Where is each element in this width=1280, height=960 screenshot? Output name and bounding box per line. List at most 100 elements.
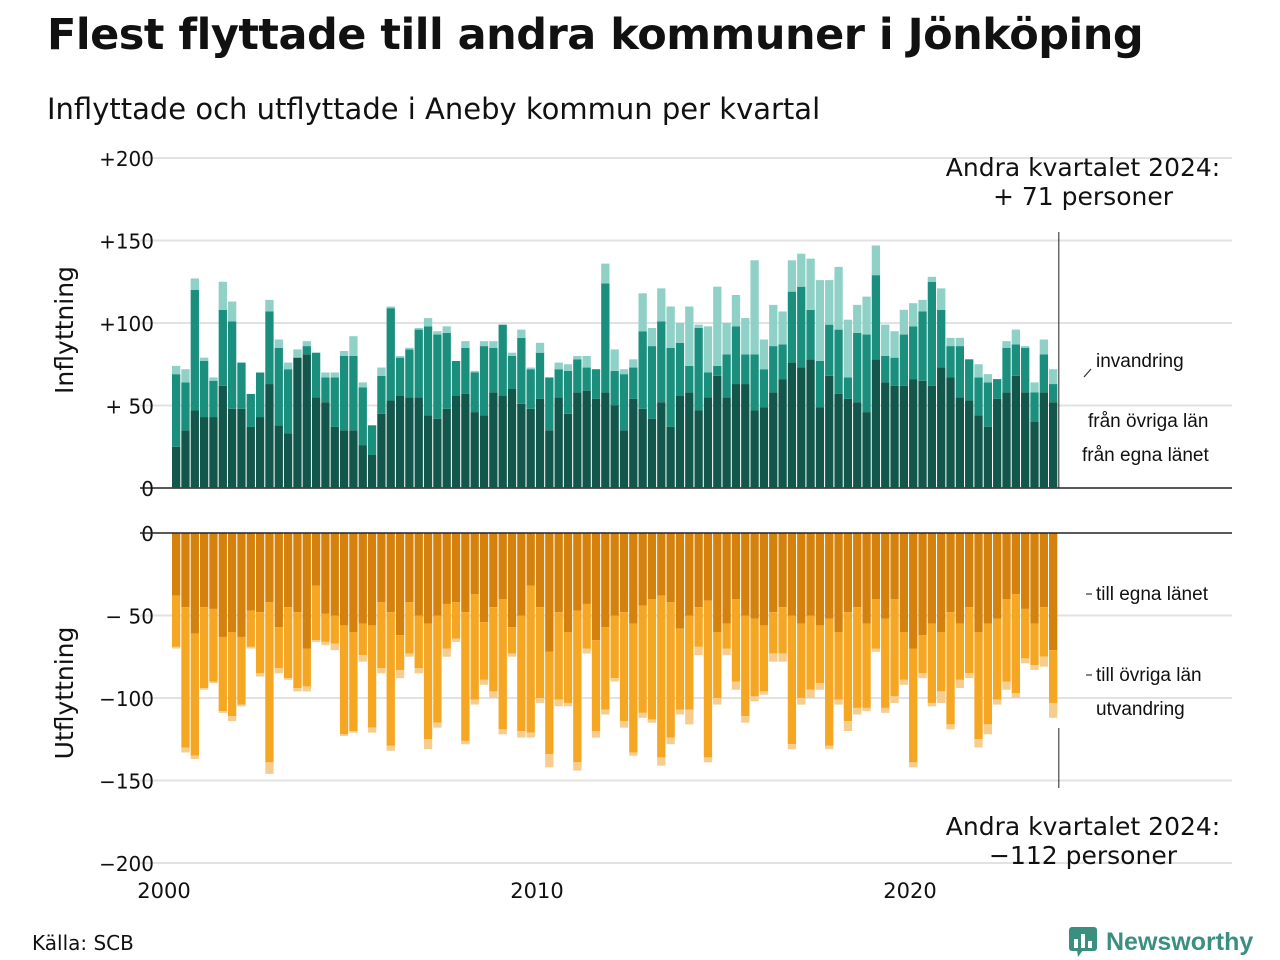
bar-utflyttning xyxy=(470,533,479,595)
bar-inflyttning xyxy=(442,332,451,409)
bar-utflyttning xyxy=(1021,608,1030,659)
bar-utflyttning xyxy=(1030,533,1039,624)
bar-inflyttning xyxy=(722,323,731,355)
bar-utflyttning xyxy=(311,585,321,641)
bar-inflyttning xyxy=(1049,384,1058,403)
bar-inflyttning xyxy=(759,407,769,488)
bar-utflyttning xyxy=(993,699,1002,705)
bar-inflyttning xyxy=(890,385,899,488)
bar-utflyttning xyxy=(414,668,423,674)
bar-inflyttning xyxy=(1030,392,1039,422)
bar-inflyttning xyxy=(871,275,881,360)
bar-inflyttning xyxy=(666,306,675,348)
bar-inflyttning xyxy=(629,398,638,488)
bar-inflyttning xyxy=(881,382,890,488)
bar-inflyttning xyxy=(367,425,377,455)
bar-utflyttning xyxy=(731,681,741,690)
newsworthy-logo-icon xyxy=(1069,927,1097,957)
bar-inflyttning xyxy=(302,354,311,488)
bar-inflyttning xyxy=(507,352,517,356)
bar-inflyttning xyxy=(1011,329,1020,345)
bar-utflyttning xyxy=(302,533,311,649)
bar-utflyttning xyxy=(675,533,685,629)
bar-inflyttning xyxy=(787,362,797,488)
bar-inflyttning xyxy=(759,339,769,370)
bar-utflyttning xyxy=(461,612,470,741)
bar-utflyttning xyxy=(955,533,965,624)
bar-inflyttning xyxy=(1039,392,1048,488)
bar-utflyttning xyxy=(946,724,955,730)
bar-utflyttning xyxy=(918,635,927,674)
bar-utflyttning xyxy=(1011,594,1020,694)
bar-utflyttning xyxy=(582,533,591,604)
bar-utflyttning xyxy=(955,679,965,689)
bar-inflyttning xyxy=(265,384,274,488)
bar-inflyttning xyxy=(405,397,414,488)
bar-utflyttning xyxy=(358,623,367,656)
bar-utflyttning xyxy=(582,603,591,649)
bar-utflyttning xyxy=(619,612,629,722)
bar-inflyttning xyxy=(1002,347,1011,393)
bar-utflyttning xyxy=(414,615,423,669)
bar-inflyttning xyxy=(218,309,227,386)
bar-utflyttning xyxy=(741,533,750,616)
bar-inflyttning xyxy=(778,379,787,488)
bar-inflyttning xyxy=(834,393,843,488)
bar-utflyttning xyxy=(610,678,619,682)
bar-inflyttning xyxy=(218,385,227,488)
bar-utflyttning xyxy=(190,533,199,634)
bar-inflyttning xyxy=(479,341,489,347)
bar-inflyttning xyxy=(610,405,619,488)
bar-utflyttning xyxy=(433,615,442,723)
newsworthy-logo[interactable]: Newsworthy xyxy=(1068,926,1253,958)
bar-utflyttning xyxy=(974,632,983,740)
bar-utflyttning xyxy=(825,618,834,746)
bar-utflyttning xyxy=(871,533,881,599)
bar-utflyttning xyxy=(993,533,1002,619)
bar-utflyttning xyxy=(610,533,619,616)
bar-utflyttning xyxy=(563,533,573,632)
bar-inflyttning xyxy=(638,408,647,488)
bar-inflyttning xyxy=(451,395,461,488)
bar-inflyttning xyxy=(993,398,1002,488)
bar-inflyttning xyxy=(731,384,741,488)
bar-utflyttning xyxy=(386,745,395,751)
bar-inflyttning xyxy=(554,362,563,370)
bar-utflyttning xyxy=(825,533,834,619)
bar-utflyttning xyxy=(778,607,787,654)
bar-inflyttning xyxy=(974,415,983,488)
bar-inflyttning xyxy=(395,395,405,488)
bar-inflyttning xyxy=(414,329,423,398)
bar-inflyttning xyxy=(209,377,218,381)
bar-utflyttning xyxy=(442,533,451,604)
bar-inflyttning xyxy=(591,398,601,488)
bar-inflyttning xyxy=(339,351,349,356)
bar-inflyttning xyxy=(657,321,666,403)
bar-utflyttning xyxy=(386,612,395,746)
bar-inflyttning xyxy=(862,334,871,413)
bar-utflyttning xyxy=(1002,533,1011,599)
bar-inflyttning xyxy=(181,430,190,488)
bar-utflyttning xyxy=(498,533,507,599)
bar-utflyttning xyxy=(993,618,1002,700)
bar-utflyttning xyxy=(946,612,955,725)
bar-utflyttning xyxy=(778,653,787,662)
bar-inflyttning xyxy=(330,372,339,378)
bar-utflyttning xyxy=(293,533,302,613)
bar-inflyttning xyxy=(1049,402,1058,488)
bar-utflyttning xyxy=(722,533,731,624)
bar-utflyttning xyxy=(694,533,703,608)
bar-inflyttning xyxy=(442,326,451,333)
bar-inflyttning xyxy=(386,400,395,488)
y-axis-title: Utflyttning xyxy=(50,627,79,760)
bar-utflyttning xyxy=(787,615,797,745)
bar-utflyttning xyxy=(535,533,545,608)
bar-inflyttning xyxy=(1021,392,1030,488)
bar-inflyttning xyxy=(507,356,517,389)
bar-utflyttning xyxy=(983,623,993,725)
bar-inflyttning xyxy=(750,410,759,488)
bar-inflyttning xyxy=(993,379,1002,399)
bar-utflyttning xyxy=(769,533,778,613)
bar-utflyttning xyxy=(965,607,974,674)
bar-utflyttning xyxy=(573,533,582,611)
